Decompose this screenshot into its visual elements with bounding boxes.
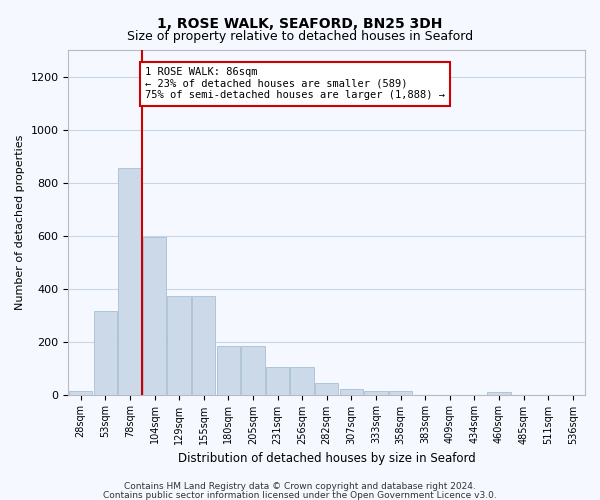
Text: 1 ROSE WALK: 86sqm
← 23% of detached houses are smaller (589)
75% of semi-detach: 1 ROSE WALK: 86sqm ← 23% of detached hou… [145, 67, 445, 100]
Bar [217, 346, 240, 395]
Text: Contains HM Land Registry data © Crown copyright and database right 2024.: Contains HM Land Registry data © Crown c… [124, 482, 476, 491]
Bar [118, 168, 142, 394]
Text: 1, ROSE WALK, SEAFORD, BN25 3DH: 1, ROSE WALK, SEAFORD, BN25 3DH [157, 18, 443, 32]
Bar [167, 296, 191, 394]
Bar [94, 311, 117, 394]
Text: Size of property relative to detached houses in Seaford: Size of property relative to detached ho… [127, 30, 473, 43]
Bar [487, 392, 511, 394]
Bar [290, 366, 314, 394]
X-axis label: Distribution of detached houses by size in Seaford: Distribution of detached houses by size … [178, 452, 476, 465]
Y-axis label: Number of detached properties: Number of detached properties [15, 134, 25, 310]
Bar [364, 390, 388, 394]
Bar [143, 237, 166, 394]
Bar [340, 390, 363, 394]
Bar [241, 346, 265, 395]
Bar [389, 390, 412, 394]
Bar [315, 382, 338, 394]
Bar [266, 366, 289, 394]
Bar [192, 296, 215, 394]
Bar [69, 390, 92, 394]
Text: Contains public sector information licensed under the Open Government Licence v3: Contains public sector information licen… [103, 490, 497, 500]
